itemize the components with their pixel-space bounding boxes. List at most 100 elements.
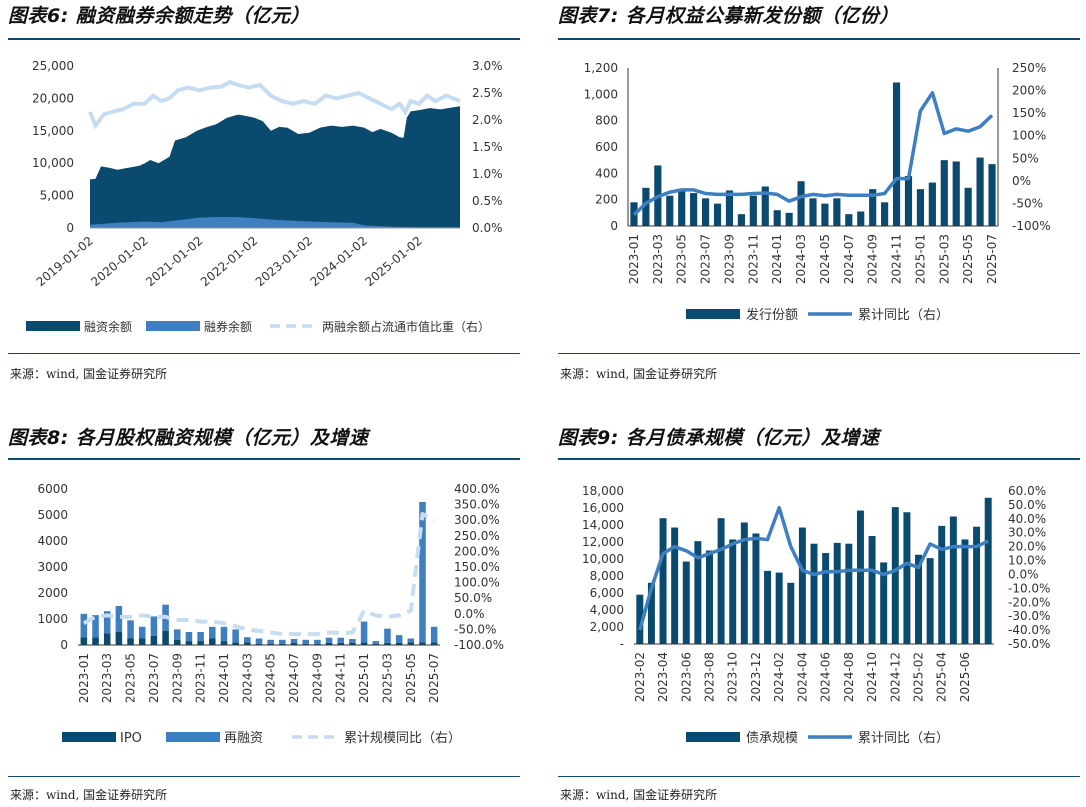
svg-c9-left-tick-label: 8,000 [590,569,624,583]
svg-c9-right-tick-label: 10.0% [1008,554,1046,568]
svg-c9-x-tick-label: 2024-08 [842,652,856,702]
svg-c7-right-tick-label: 200% [1012,84,1046,98]
bar-ipo [220,641,228,645]
legend-label: 累计规模同比（右） [344,731,461,746]
bar-ipo [337,642,345,645]
bar-refinancing [209,626,216,639]
svg-c9-right-tick-label: 60.0% [1008,484,1046,498]
series-yoy-line [82,512,436,637]
chart-6-title: 图表6: 融资融券余额走势（亿元） [8,5,310,27]
bar-ipo [314,643,321,645]
bar [984,497,992,644]
svg-c9-right-tick-label: 30.0% [1008,526,1046,540]
svg-c9-right-tick-label: 40.0% [1008,512,1046,526]
bar-refinancing [80,613,88,638]
legend-label: 发行份额 [746,307,798,323]
title-rule [558,458,1080,460]
bar [682,561,690,644]
svg-c8-left-tick-label: 3000 [37,560,68,574]
bar [678,190,686,226]
source-rule [8,353,520,354]
bar-ipo [103,633,111,645]
legend-label: 融券余额 [204,319,252,334]
c6-x-tick-label: 2024-01-02 [308,234,370,290]
bar-ipo [267,643,274,645]
svg-c8-x-tick-label: 2023-03 [100,653,114,703]
bar-refinancing [244,637,251,643]
svg-c7-x-tick-label: 2023-01 [627,234,641,284]
bar [928,182,936,226]
bar-ipo [279,643,286,645]
legend-label: 累计同比（右） [858,308,949,323]
svg-c7-right-tick-label: 150% [1012,106,1046,120]
legend-swatch-bars [686,732,740,742]
svg-c8-x-tick-label: 2024-05 [264,653,278,703]
bar [798,527,806,644]
bar [690,193,698,226]
svg-c7-x-tick-label: 2023-03 [651,234,665,284]
bar [702,198,710,226]
svg-c9-left-tick-label: - [620,637,624,651]
svg-c8-x-tick-label: 2024-03 [240,653,254,703]
chart-9-title: 图表9: 各月债承规模（亿元）及增速 [558,427,880,449]
source-rule [8,776,520,777]
chart-6-svg: 0 5,000 10,000 15,000 20,000 25,000 0.0% 0.5% 1.… [26,59,503,334]
series-yoy-line [638,505,989,631]
series-securities-lending-balance [90,217,460,228]
svg-c7-left-tick-label: 800 [595,114,618,128]
c6-x-tick-label: 2022-01-02 [198,234,260,290]
legend-swatch-ipo [62,732,116,742]
bar-ipo [209,638,216,645]
svg-c9-right-tick-label: 0.0% [1008,567,1039,581]
svg-c8-x-tick-label: 2023-05 [124,653,138,703]
c6-left-tick-label: 10,000 [32,156,74,170]
svg-c9-right-tick-label: -20.0% [1008,595,1050,609]
bar-refinancing [372,641,380,644]
svg-c7-x-tick-label: 2023-11 [746,234,760,284]
svg-c8-right-tick-label: 150.0% [454,560,500,574]
c6-right-tick-label: 2.0% [472,113,503,127]
bar-ipo [372,643,380,645]
bar-refinancing [232,629,239,643]
bar-refinancing [115,606,123,632]
c6-left-tick-label: 0 [66,221,74,235]
bar [822,553,830,644]
svg-c8-x-tick-label: 2024-11 [334,653,348,703]
svg-c7-x-tick-label: 2023-05 [675,234,689,284]
bar-refinancing [325,637,333,643]
svg-c9-left-tick-label: 18,000 [582,484,624,498]
bar [833,542,841,644]
svg-c8-x-tick-label: 2024-09 [310,653,324,703]
svg-c9-left-tick-label: 14,000 [582,518,624,532]
bar [938,525,946,644]
bar [713,203,722,226]
svg-c9-x-tick-label: 2025-02 [912,652,926,702]
svg-c8-x-tick-label: 2025-03 [380,653,394,703]
bar [961,539,969,644]
bar-ipo [197,641,204,645]
source-rule [558,353,1080,354]
legend-label: 再融资 [224,731,263,746]
svg-c9-right-tick-label: 50.0% [1008,498,1046,512]
svg-c9-x-tick-label: 2024-02 [772,652,786,702]
bar [642,187,650,226]
svg-c7-right-tick-label: 0% [1012,174,1031,188]
bar [810,543,818,644]
bar-refinancing [279,639,286,644]
svg-c9-x-tick-label: 2023-10 [726,652,740,702]
svg-c7-x-tick-label: 2024-03 [794,234,808,284]
bar-refinancing [92,615,99,638]
bar-ipo [419,642,426,645]
bar [881,202,889,226]
legend-label: 融资余额 [84,319,132,334]
svg-c7-x-tick-label: 2024-07 [842,234,856,284]
bar [964,187,972,226]
legend-label: 两融余额占流通市值比重（右） [322,319,490,334]
svg-c7-left-tick-label: 1,000 [584,87,618,101]
bar [671,527,679,644]
svg-c7-right-tick-label: 50% [1012,151,1039,165]
bar [740,522,748,644]
chart-8-source: 来源：wind, 国金证券研究所 [10,788,168,802]
series-ratio [88,80,461,130]
svg-c8-left-tick-label: 0 [60,638,68,652]
